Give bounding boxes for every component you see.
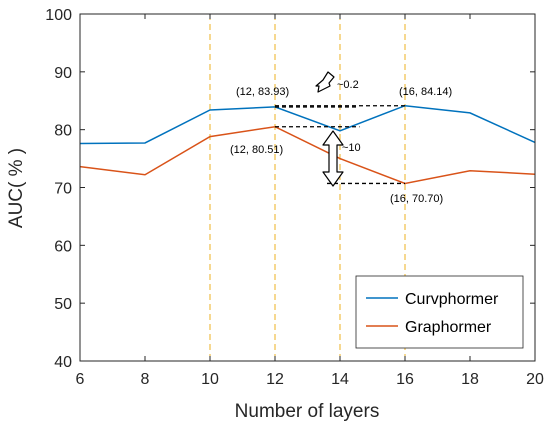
series-line	[79, 125, 536, 185]
arrow-double-large	[322, 130, 344, 187]
annotation-lines	[275, 105, 405, 185]
y-tick-label: 80	[54, 123, 72, 140]
x-tick-label: 10	[201, 371, 219, 388]
y-tick-label: 40	[54, 354, 72, 371]
x-tick-label: 14	[331, 371, 349, 388]
point-label: (16, 84.14)	[399, 86, 452, 98]
x-axis-label: Number of layers	[235, 401, 380, 422]
point-label: (12, 80.51)	[230, 144, 283, 156]
reference-lines	[209, 14, 406, 361]
diff-label-large: ~10	[342, 142, 361, 154]
y-axis-label: AUC( % )	[6, 148, 27, 228]
x-tick-label: 18	[461, 371, 479, 388]
x-tick-label: 20	[526, 371, 544, 388]
point-label: (12, 83.93)	[236, 86, 289, 98]
x-tick-label: 16	[396, 371, 414, 388]
x-tick-label: 8	[141, 371, 150, 388]
legend-box	[355, 275, 524, 349]
series-lines	[79, 104, 536, 185]
legend-label: Curvphormer	[405, 291, 499, 308]
point-label: (16, 70.70)	[390, 193, 443, 205]
legend-label: Graphormer	[405, 319, 492, 336]
legend: Curvphormer Graphormer	[355, 275, 524, 349]
y-tick-label: 100	[45, 7, 72, 24]
x-tick-label: 6	[76, 371, 85, 388]
arrow-small	[315, 71, 335, 93]
x-tick-label: 12	[266, 371, 284, 388]
y-tick-label: 60	[54, 238, 72, 255]
y-tick-label: 50	[54, 296, 72, 313]
y-tick-label: 70	[54, 181, 72, 198]
diff-label-small: ~0.2	[337, 79, 359, 91]
series-line	[79, 104, 536, 145]
axis-ticks: 6 8 10 12 14 16 18 20 40 50 60 70 80 90 100	[45, 7, 544, 388]
y-tick-label: 90	[54, 65, 72, 82]
